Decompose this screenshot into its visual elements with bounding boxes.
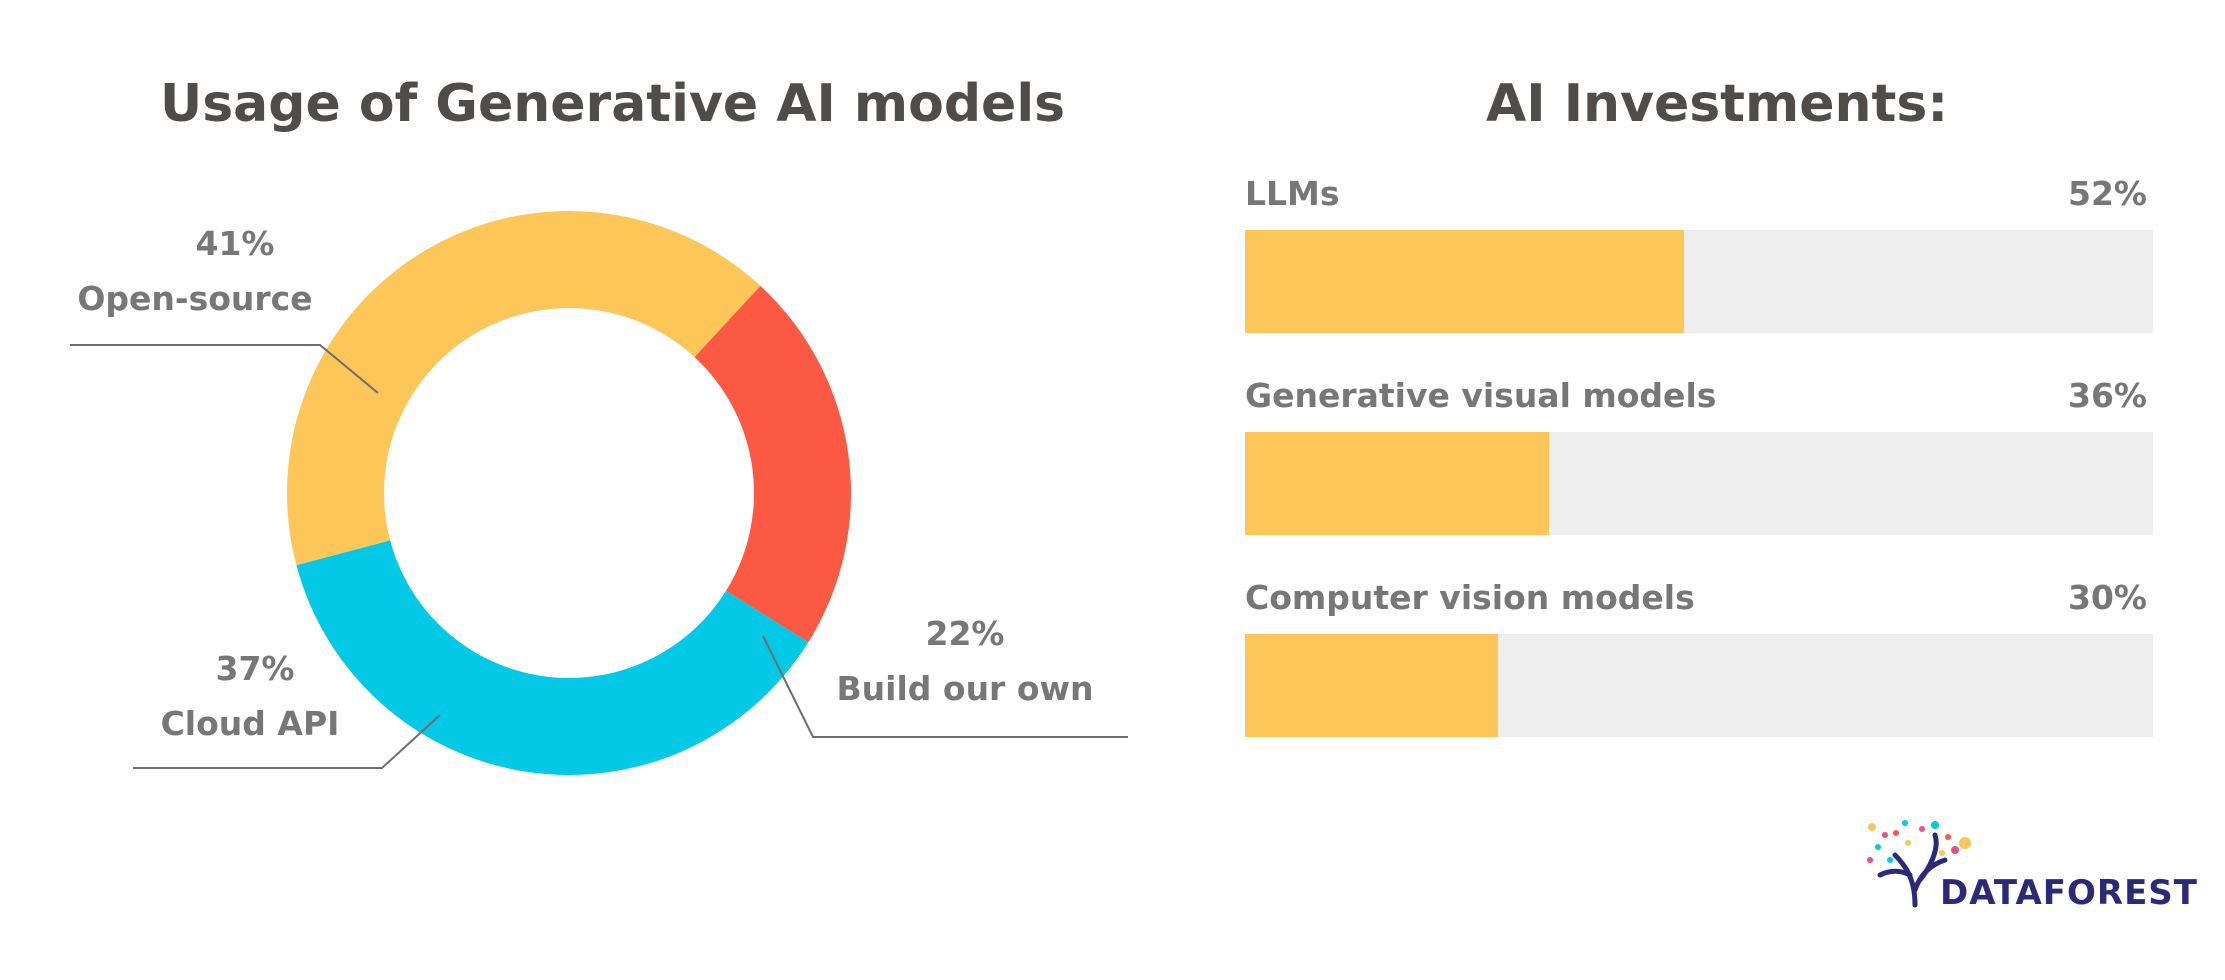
- bar-fill-computer-vision-models: [1245, 634, 1499, 737]
- slice-label-open-source: Open-source: [77, 279, 312, 318]
- slice-percent-build-our-own: 22%: [926, 614, 1005, 653]
- dataforest-logo: [1867, 820, 1971, 908]
- slice-label-cloud-api: Cloud API: [161, 704, 340, 743]
- leader-line-build-our-own: [762, 635, 1128, 738]
- bar-fill-llms: [1245, 230, 1685, 333]
- donut-chart-title: Usage of Generative AI models: [160, 74, 1066, 134]
- bar-fill-generative-visual-models: [1245, 432, 1549, 535]
- donut-chart: 41% Open-source 22% Build our own 37% Cloud A…: [70, 211, 1128, 775]
- donut-slice-build-our-own: [694, 285, 851, 643]
- slice-percent-open-source: 41%: [196, 224, 275, 263]
- bar-track-llms: [1245, 230, 2153, 333]
- leader-line-open-source: [70, 344, 379, 394]
- bar-label-llms: LLMs: [1245, 174, 1340, 213]
- bar-track-generative-visual-models: [1245, 432, 2153, 535]
- bar-track-computer-vision-models: [1245, 634, 2153, 737]
- bar-value-llms: 52%: [2068, 174, 2147, 213]
- bar-value-generative-visual-models: 36%: [2068, 376, 2147, 415]
- tree-icon: [1867, 820, 1971, 908]
- bar-value-computer-vision-models: 30%: [2068, 578, 2147, 617]
- slice-percent-cloud-api: 37%: [216, 649, 295, 688]
- logo-wordmark: DATAFOREST: [1940, 873, 2198, 913]
- donut-slice-open-source: [287, 211, 761, 566]
- slice-label-build-our-own: Build our own: [837, 669, 1094, 708]
- bar-chart-title: AI Investments:: [1486, 74, 1949, 134]
- donut-slice-cloud-api: [296, 540, 809, 775]
- bar-label-generative-visual-models: Generative visual models: [1245, 376, 1717, 415]
- bar-label-computer-vision-models: Computer vision models: [1245, 578, 1695, 617]
- leader-line-cloud-api: [133, 714, 441, 769]
